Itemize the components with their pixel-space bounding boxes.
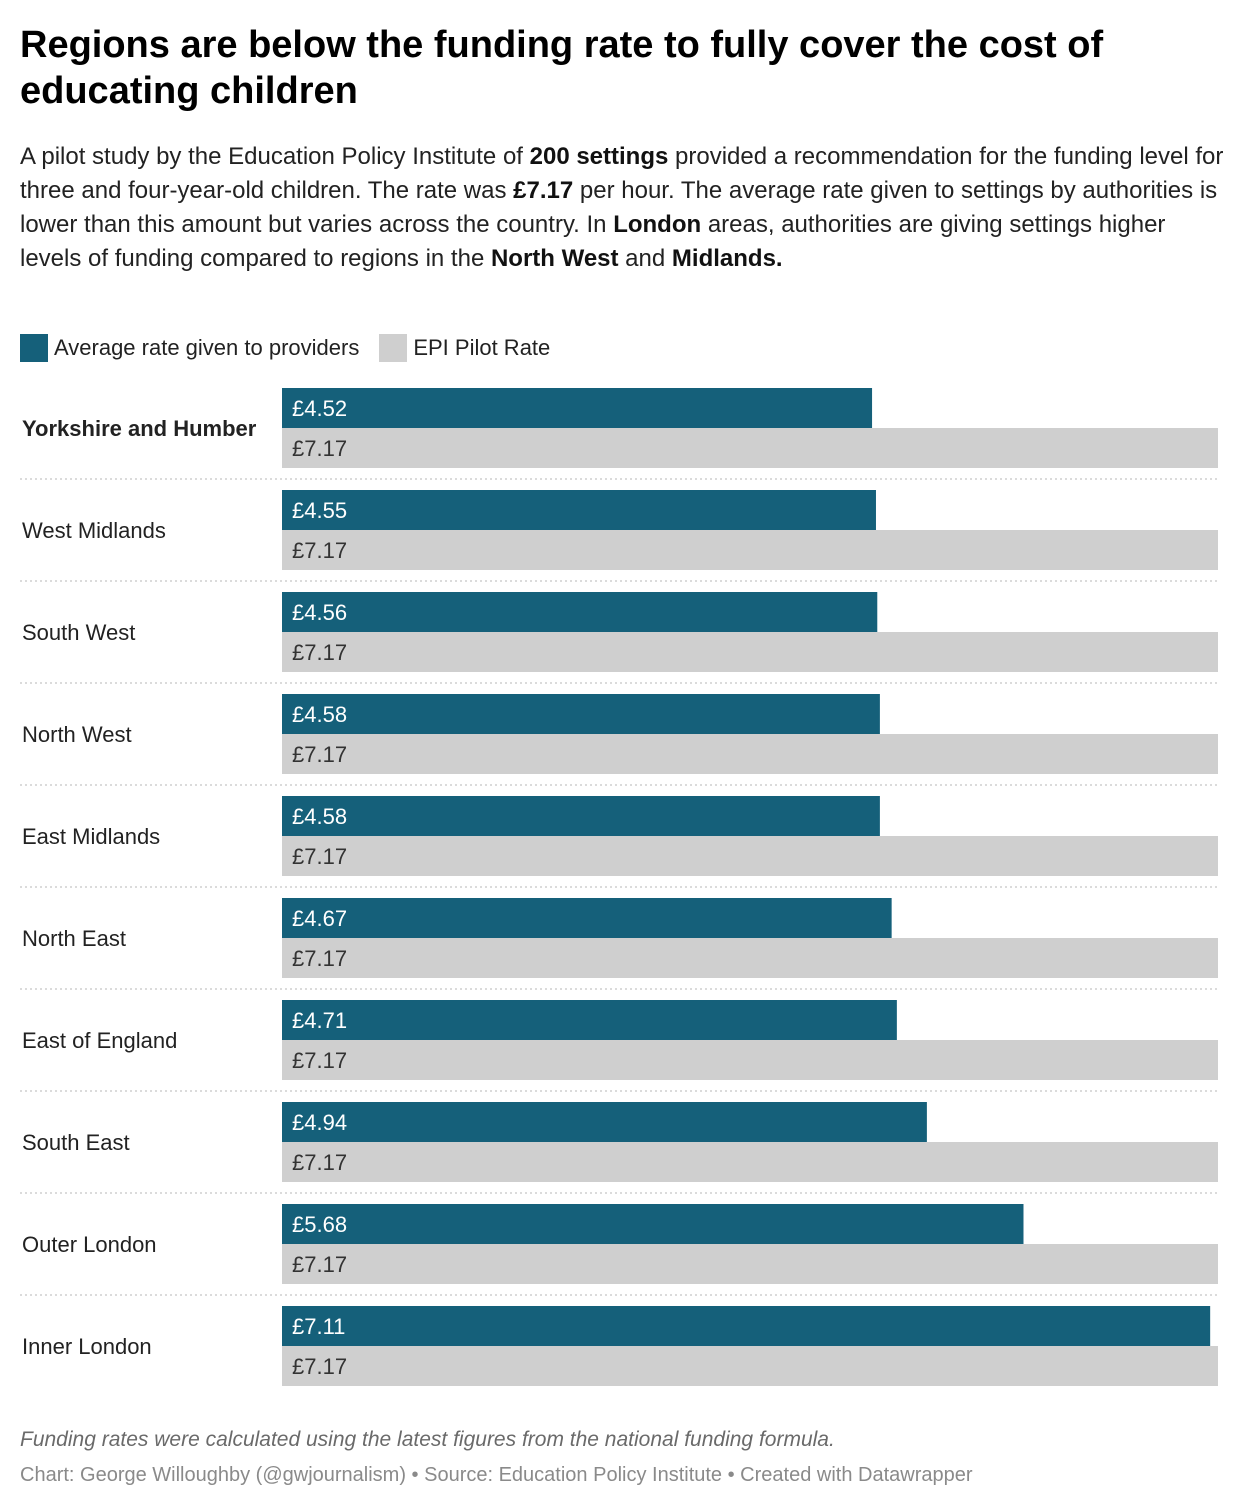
bar — [282, 1040, 1218, 1080]
subtitle-emphasis: Midlands. — [671, 245, 783, 272]
bar-value-label: £5.68 — [292, 1212, 347, 1237]
subtitle-text: per hour. The average rate given to sett… — [20, 177, 1218, 238]
bar-value-label: £4.52 — [292, 396, 347, 421]
bar-value-label: £4.58 — [292, 804, 347, 829]
bar-value-label: £7.17 — [292, 1252, 347, 1277]
subtitle-emphasis: 200 settings — [529, 143, 669, 170]
bar — [282, 1000, 897, 1040]
chart-subtitle: A pilot study by the Education Policy In… — [20, 140, 1225, 276]
bar-value-label: £7.17 — [292, 844, 347, 869]
legend-swatch-epi-pilot-rate — [379, 334, 408, 362]
bar-value-label: £7.17 — [292, 742, 347, 767]
bar-value-label: £7.11 — [292, 1314, 345, 1339]
category-label: South West — [22, 620, 135, 645]
subtitle-text: and — [618, 245, 672, 272]
bar — [282, 836, 1218, 876]
chart-credits: Chart: George Willoughby (@gwjournalism)… — [20, 1464, 973, 1486]
category-label: West Midlands — [22, 518, 166, 543]
category-label: East Midlands — [22, 824, 160, 849]
subtitle-text: areas, authorities are giving settings h… — [20, 211, 1166, 272]
bar — [282, 734, 1218, 774]
legend-label-average-rate: Average rate given to providers — [54, 335, 360, 360]
category-label: South East — [22, 1130, 130, 1155]
bar — [282, 592, 878, 632]
bar-chart: Yorkshire and Humber £4.52 £7.17 West Midla… — [20, 388, 1218, 1386]
bar — [282, 530, 1218, 570]
bar — [282, 388, 873, 428]
category-label: East of England — [22, 1028, 177, 1053]
subtitle-emphasis: £7.17 — [513, 177, 574, 204]
bar-value-label: £4.67 — [292, 906, 347, 931]
legend: Average rate given to providers EPI Pilo… — [20, 334, 570, 362]
bar — [282, 1204, 1024, 1244]
bar — [282, 1102, 927, 1142]
category-label: North East — [22, 926, 126, 951]
bar-value-label: £7.17 — [292, 1150, 347, 1175]
bar-value-label: £4.58 — [292, 702, 347, 727]
legend-swatch-average-rate — [20, 334, 48, 362]
bar — [282, 1306, 1211, 1346]
category-label: Outer London — [22, 1232, 157, 1257]
subtitle-emphasis: London — [613, 211, 702, 238]
subtitle-text: provided a recommendation for the fundin… — [20, 143, 1224, 204]
bar-value-label: £4.94 — [292, 1110, 347, 1135]
subtitle-emphasis: North West — [490, 245, 619, 272]
subtitle-text: A pilot study by the Education Policy In… — [20, 143, 530, 170]
bar-value-label: £7.17 — [292, 538, 347, 563]
bar — [282, 1142, 1218, 1182]
chart-footnote: Funding rates were calculated using the … — [20, 1428, 835, 1451]
legend-item-average-rate: Average rate given to providers — [20, 334, 359, 362]
category-label: North West — [22, 722, 132, 747]
bar-value-label: £7.17 — [292, 946, 347, 971]
bar-value-label: £4.55 — [292, 498, 347, 523]
bar — [282, 1244, 1218, 1284]
bar-value-label: £4.56 — [292, 600, 347, 625]
bar-value-label: £7.17 — [292, 1048, 347, 1073]
bar — [282, 490, 876, 530]
bar-value-label: £7.17 — [292, 1354, 347, 1379]
bar — [282, 898, 892, 938]
bar-value-label: £4.71 — [292, 1008, 347, 1033]
bar-value-label: £7.17 — [292, 436, 347, 461]
bar — [282, 1346, 1218, 1386]
bar — [282, 796, 880, 836]
chart-title: Regions are below the funding rate to fu… — [20, 24, 1104, 112]
category-label: Inner London — [22, 1334, 152, 1359]
category-label: Yorkshire and Humber — [22, 416, 257, 441]
bar — [282, 632, 1218, 672]
bar — [282, 428, 1218, 468]
bar-value-label: £7.17 — [292, 640, 347, 665]
legend-item-epi-pilot-rate: EPI Pilot Rate — [379, 334, 550, 362]
legend-label-epi-pilot-rate: EPI Pilot Rate — [413, 335, 551, 360]
bar — [282, 694, 880, 734]
bar — [282, 938, 1218, 978]
